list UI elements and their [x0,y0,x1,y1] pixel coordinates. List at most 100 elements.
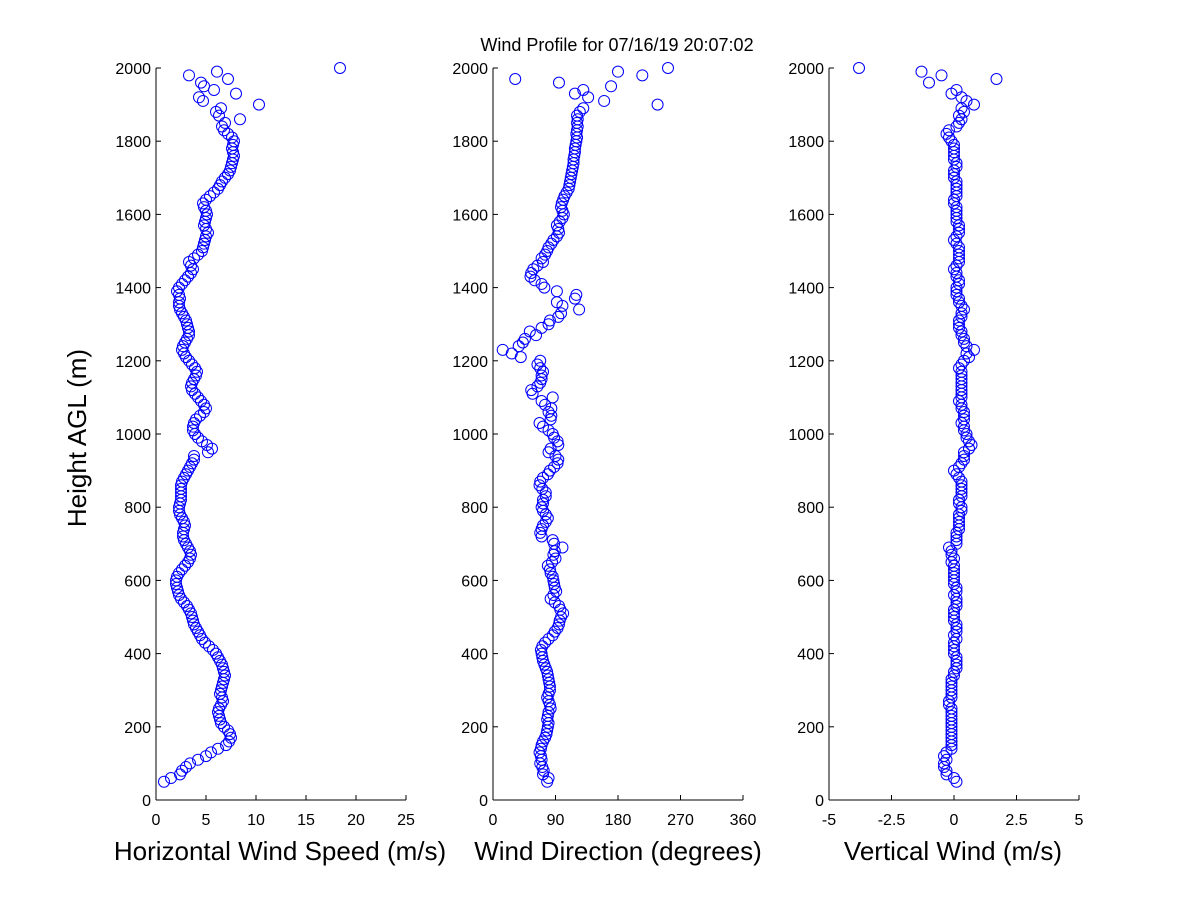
panel-wind-direction: Wind Direction (degrees) 0 200 400 600 800 10… [452,61,761,866]
data-point [531,380,544,393]
y-tick-label: 1800 [452,134,488,151]
data-point [955,307,968,320]
data-point [224,164,236,177]
data-point [546,534,559,547]
data-point [552,453,565,466]
data-point [188,252,200,265]
data-point [543,464,556,477]
y-tick-label: 1000 [115,427,151,444]
data-point [185,548,197,561]
data-point [948,567,960,580]
data-point [212,706,224,719]
data-point [651,98,664,111]
data-point [955,457,968,470]
data-point [955,417,968,430]
data-point [215,102,227,115]
data-point [203,640,215,653]
y-tick-label: 1600 [452,207,488,224]
data-point [953,292,965,305]
data-point [960,428,973,440]
x-tick-label: -2.5 [878,812,906,829]
y-tick-label: 200 [124,720,151,737]
data-point [953,318,965,331]
data-point [179,519,191,532]
data-point [950,530,963,543]
data-point [960,347,973,360]
data-point [953,274,965,287]
data-point [208,83,220,96]
data-point [953,277,965,290]
data-point [205,746,217,759]
data-point [541,559,554,572]
data-point [968,98,980,111]
data-point [568,87,581,100]
data-point [943,541,955,554]
data-point [953,497,965,510]
data-point [535,395,548,408]
data-point [552,310,565,323]
data-point [960,431,973,444]
x-tick-label: 20 [347,812,365,829]
chart-title: Wind Profile for 07/16/19 20:07:02 [480,35,753,55]
data-point [955,365,968,378]
x-tick-label: 0 [152,812,161,829]
data-point [945,135,958,148]
data-point [552,618,565,631]
data-point [535,321,548,334]
data-point [219,116,231,129]
data-point [573,303,586,316]
data-point [552,438,565,451]
data-point [204,190,216,203]
data-point [955,299,968,312]
y-tick-label: 2000 [115,61,151,78]
data-point [216,175,228,188]
data-point [953,314,965,327]
y-tick-label: 1600 [788,207,824,224]
data-point [546,391,559,404]
data-point [533,479,546,492]
data-point [208,186,220,199]
data-point [948,772,960,785]
x-tick-label: 0 [950,812,959,829]
data-point [212,742,224,755]
y-tick-label: 1200 [788,354,824,371]
data-point [179,274,191,287]
data-point [211,65,223,78]
data-point [538,281,551,294]
data-point [186,358,198,371]
data-point [541,669,554,682]
y-tick-label: 600 [124,573,151,590]
data-point [548,578,561,591]
data-point [176,563,188,576]
data-point [173,281,185,294]
data-point [950,621,963,634]
data-point [573,105,586,118]
data-point [950,160,963,173]
data-point [557,607,570,620]
data-point [950,600,963,613]
data-point [955,479,968,492]
data-point [551,457,564,470]
data-point [546,428,559,440]
data-point [542,406,555,419]
data-point [537,497,549,510]
data-point [215,684,227,697]
data-point [990,72,1003,85]
data-point [935,69,948,82]
x-tick-label: 90 [547,812,565,829]
x-tick-label: 5 [1075,812,1084,829]
data-point [512,340,525,353]
data-point [953,493,965,506]
panel-vertical-wind: Vertical Wind (m/s) 0 200 400 600 800 1000 120… [788,61,1083,866]
data-point [948,643,960,656]
x-tick-label: 2.5 [1005,812,1027,829]
data-point [201,208,213,221]
data-point [953,471,965,484]
data-point [174,292,186,305]
data-point [187,424,199,437]
data-point [550,219,563,232]
data-point [612,65,624,78]
data-point [181,318,193,331]
data-point [945,709,958,722]
data-point [950,534,963,547]
